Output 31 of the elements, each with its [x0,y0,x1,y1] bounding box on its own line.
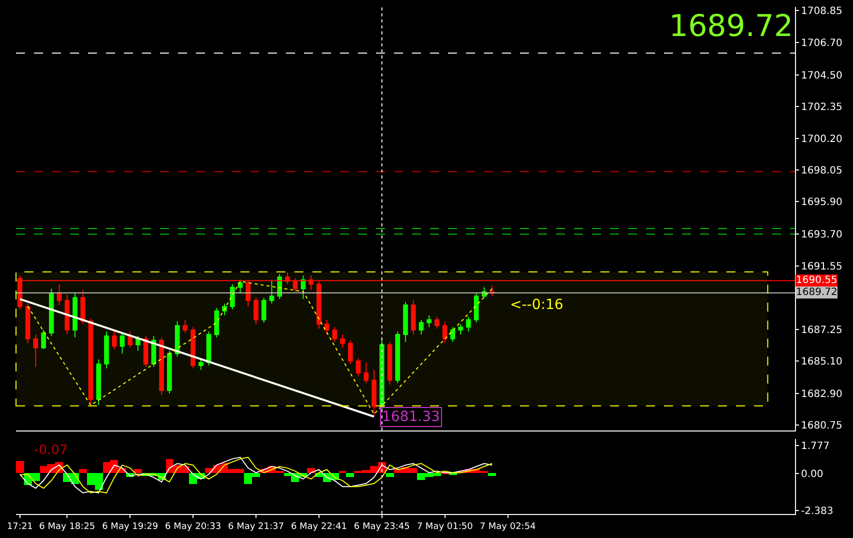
ref-line-label: 1690.55 [796,275,838,286]
y-tick-label: 0.00 [801,468,824,480]
y-tick-label: 1.777 [801,441,830,452]
y-tick-label: 1708.85 [801,6,842,18]
y-tick-label: 1695.90 [801,197,842,208]
annotation: <--0:16 [510,297,564,313]
annotation: -0.07 [34,443,68,458]
y-tick-label: 1691.55 [801,261,842,272]
x-tick-label: 6 May 21:37 [228,522,284,532]
annotation: 1681.33 [382,409,440,425]
x-tick-label: 7 May 02:54 [480,522,536,532]
ref-line-label: 1689.72 [796,287,838,298]
x-tick-label: 6 May 19:29 [102,522,158,532]
y-tick-label: 1704.50 [801,70,842,82]
x-tick-label: 6 May 18:25 [39,522,96,532]
y-tick-label: 1702.35 [801,102,842,114]
x-tick-label: 17:21 [6,522,33,532]
y-tick-label: 1687.25 [801,324,842,336]
x-tick-label: 6 May 22:41 [290,522,347,532]
x-tick-label: 6 May 20:33 [165,522,222,532]
annotation: 1689.72 [669,9,794,44]
y-tick-label: 1682.90 [801,388,842,400]
x-tick-label: 6 May 23:45 [354,522,410,532]
y-tick-label: 1700.20 [801,134,842,145]
y-tick-label: 1698.05 [801,166,842,176]
y-tick-label: 1706.70 [801,38,842,49]
x-tick-label: 7 May 01:50 [416,522,474,532]
y-tick-label: 1685.10 [801,356,842,368]
y-tick-label: 1680.75 [801,420,842,432]
y-tick-label: 1693.70 [801,230,842,241]
y-tick-label: -2.383 [801,506,834,518]
